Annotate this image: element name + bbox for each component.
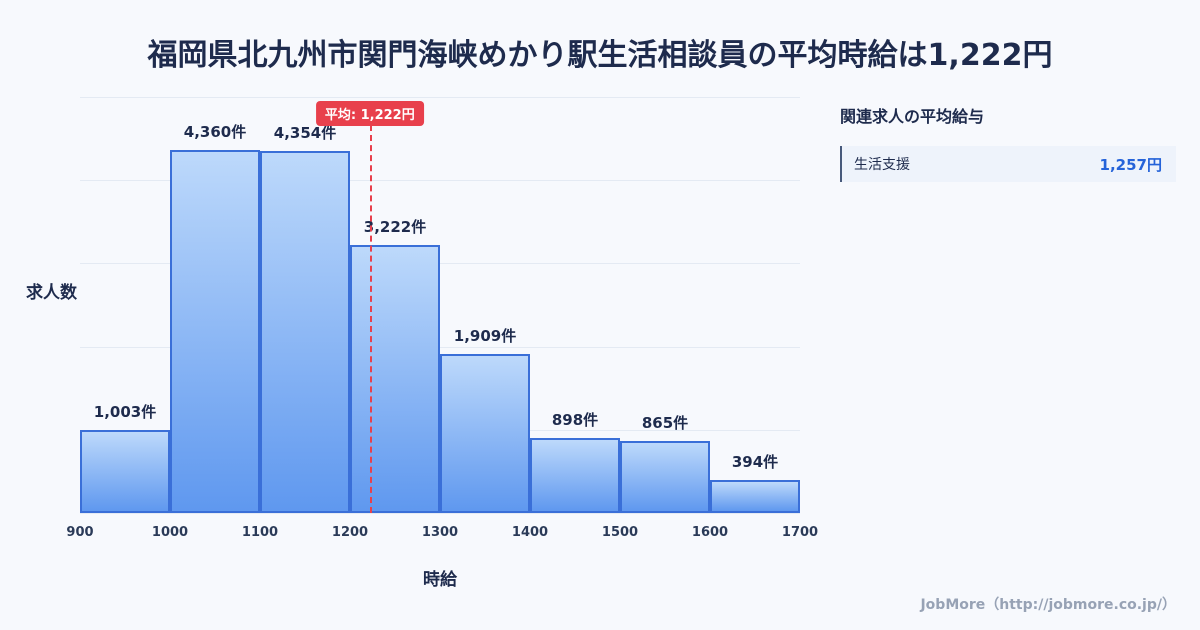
related-job-salary: 1,257円	[1099, 155, 1162, 174]
bar-value-label: 1,909件	[453, 327, 517, 346]
gridline	[80, 180, 800, 182]
histogram-bar	[620, 441, 710, 513]
page-title: 福岡県北九州市関門海峡めかり駅生活相談員の平均時給は1,222円	[147, 38, 1053, 73]
histogram-bar	[260, 150, 350, 513]
related-jobs-heading: 関連求人の平均給与	[840, 107, 985, 126]
histogram-bar	[80, 429, 170, 513]
x-tick-label: 1400	[511, 525, 549, 540]
y-axis-label: 求人数	[26, 283, 77, 303]
plot-area: 平均: 1,222円 1,003件 4,360件 4,354件 3,222件 1,909…	[66, 97, 818, 540]
x-tick-label: 1300	[421, 525, 459, 540]
gridline	[80, 97, 800, 98]
x-tick-label: 1600	[691, 525, 729, 540]
footer-credit: JobMore（http://jobmore.co.jp/）	[920, 597, 1176, 613]
x-tick-label: 1200	[331, 525, 369, 540]
x-tick-label: 1000	[151, 525, 189, 540]
bar-value-label: 1,003件	[93, 402, 157, 421]
x-tick-label: 1100	[241, 525, 279, 540]
x-tick-label: 1700	[781, 525, 819, 540]
x-axis-label: 時給	[423, 570, 457, 590]
histogram-bar	[170, 150, 260, 513]
related-job-item: 生活支援 1,257円	[840, 146, 1176, 182]
x-tick-label: 1500	[601, 525, 639, 540]
histogram-bar	[440, 354, 530, 513]
bar-value-label: 394件	[731, 453, 779, 472]
average-badge: 平均: 1,222円	[315, 101, 424, 126]
gridline	[80, 263, 800, 265]
related-job-name: 生活支援	[854, 157, 910, 173]
gridline	[80, 346, 800, 348]
gridline	[80, 513, 800, 514]
x-tick-label: 900	[66, 525, 94, 540]
bar-value-label: 4,360件	[183, 123, 247, 142]
average-line	[369, 125, 372, 513]
bar-value-label: 4,354件	[273, 123, 337, 142]
bar-value-label: 3,222件	[363, 217, 427, 236]
histogram-bar	[530, 438, 620, 513]
bar-value-label: 865件	[641, 414, 689, 433]
histogram-bar	[350, 244, 440, 513]
histogram-bar	[710, 480, 800, 513]
bar-value-label: 898件	[551, 411, 599, 430]
